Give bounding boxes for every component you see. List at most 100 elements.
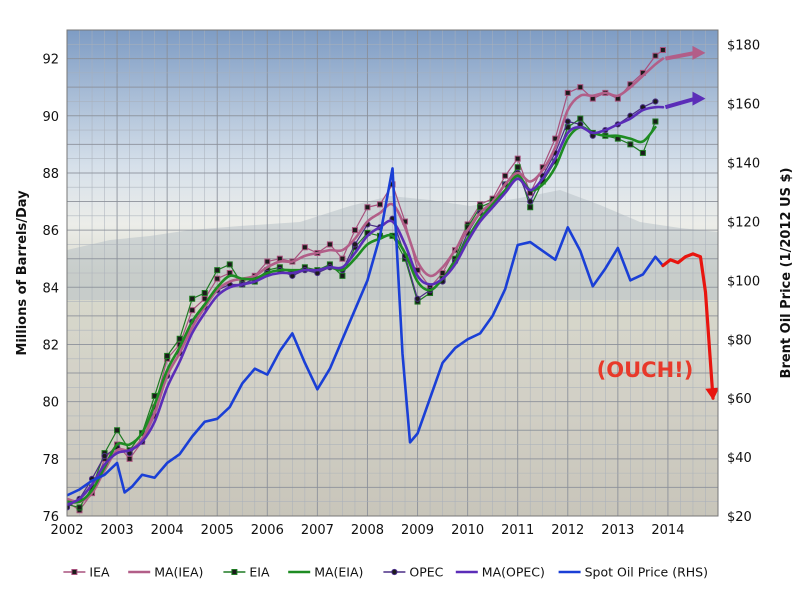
x-tick-label: 2012: [551, 523, 584, 538]
series-extension: [661, 252, 718, 401]
y2-tick-label: $120: [727, 215, 760, 230]
plot-frame: [66, 29, 719, 517]
data-point: [527, 204, 534, 211]
forecast-arrows: [664, 45, 706, 110]
x-tick-label: 2011: [501, 523, 534, 538]
legend-label: MA(IEA): [154, 565, 203, 580]
legend-label: EIA: [249, 565, 270, 580]
y2-tick-label: $60: [727, 392, 752, 407]
y2-tick-label: $100: [727, 274, 760, 289]
series-line-ma-eia: [67, 125, 657, 504]
y-tick-label: 78: [42, 453, 59, 468]
data-point: [439, 270, 446, 276]
data-point: [264, 258, 271, 265]
data-point: [564, 89, 571, 96]
legend-item-spot-oil-price-rhs: Spot Oil Price (RHS): [558, 565, 708, 580]
data-point: [101, 452, 108, 460]
series-line-extension: [661, 252, 715, 400]
y-axis-ticks: 76 78 80 82 84 86 88 90 92: [42, 53, 59, 525]
data-point: [126, 455, 133, 462]
data-point: [339, 272, 346, 279]
forecast-arrow: [664, 91, 706, 110]
legend-label: MA(OPEC): [482, 565, 545, 580]
forecast-arrow-shaft: [665, 50, 696, 61]
data-point: [514, 155, 521, 162]
legend-item-ma-opec: MA(OPEC): [455, 565, 545, 580]
series-ma-opec: [67, 105, 665, 506]
forecast-arrow-head: [692, 91, 706, 106]
y-tick-label: 88: [42, 167, 59, 182]
legend-label: MA(EIA): [314, 565, 363, 580]
x-tick-label: 2005: [201, 523, 234, 538]
x-tick-label: 2010: [451, 523, 484, 538]
data-point: [189, 295, 196, 302]
data-point: [214, 267, 221, 274]
x-tick-label: 2009: [401, 523, 434, 538]
forecast-arrow: [665, 45, 706, 61]
data-point: [351, 241, 359, 248]
y2-tick-label: $40: [727, 451, 752, 466]
y2-tick-label: $20: [727, 510, 752, 525]
data-point: [527, 198, 534, 205]
data-point: [659, 47, 666, 54]
data-point: [176, 335, 183, 342]
y-tick-label: 84: [42, 281, 59, 296]
data-point: [226, 261, 233, 268]
data-point: [577, 84, 584, 91]
y2-tick-label: $180: [727, 39, 760, 54]
data-point: [351, 227, 358, 234]
legend-item-ma-iea: MA(IEA): [128, 565, 203, 580]
legend-swatch-marker: [71, 569, 78, 575]
forecast-arrow-head: [692, 45, 706, 60]
data-point: [652, 118, 659, 125]
series-spot-oil-price-rhs: [67, 167, 665, 497]
legend: IEA MA(IEA) EIA MA(EIA) OPEC MA(OPEC) Spot Oil…: [63, 565, 708, 580]
data-point: [577, 115, 584, 122]
data-point: [189, 307, 196, 314]
data-point: [164, 352, 171, 359]
data-point: [364, 204, 371, 211]
data-point: [76, 504, 83, 511]
x-tick-label: 2014: [651, 523, 684, 538]
x-tick-label: 2013: [601, 523, 634, 538]
extension-arrowhead: [705, 387, 718, 401]
x-tick-label: 2008: [351, 523, 384, 538]
data-point: [301, 244, 308, 251]
y-tick-label: 86: [42, 224, 59, 239]
data-point: [414, 295, 421, 302]
y2-tick-label: $140: [727, 157, 760, 172]
legend-label: Spot Oil Price (RHS): [585, 565, 708, 580]
x-axis-ticks: 2002 2003 2004 2005 2006 2007 2008 2009 2010 2011…: [50, 523, 684, 538]
series-ma-iea: [67, 57, 665, 504]
legend-item-ma-eia: MA(EIA): [288, 565, 363, 580]
x-tick-label: 2003: [101, 523, 134, 538]
series-ma-eia: [67, 125, 657, 504]
y-tick-label: 90: [42, 110, 59, 125]
y-axis-title: Millions of Barrels/Day: [15, 190, 30, 356]
series-line-ma-iea: [67, 57, 665, 504]
data-point: [339, 255, 346, 262]
data-point: [502, 172, 509, 179]
x-tick-label: 2006: [251, 523, 284, 538]
series-line-spot-oil-price-rhs: [67, 167, 665, 497]
y2-tick-label: $160: [727, 98, 760, 113]
legend-item-iea: IEA: [63, 565, 110, 580]
y-tick-label: 76: [42, 510, 59, 525]
data-point: [214, 275, 221, 282]
data-point: [652, 98, 659, 105]
legend-swatch-marker: [391, 568, 398, 576]
data-point: [477, 204, 484, 211]
y-tick-label: 92: [42, 53, 59, 68]
legend-item-eia: EIA: [223, 565, 270, 580]
x-tick-label: 2004: [151, 523, 184, 538]
data-point: [627, 141, 634, 148]
data-point: [376, 201, 383, 208]
x-tick-label: 2007: [301, 523, 334, 538]
x-tick-label: 2002: [50, 523, 83, 538]
y-tick-label: 82: [42, 338, 59, 353]
data-point: [326, 241, 333, 248]
legend-label: OPEC: [409, 565, 443, 580]
data-point: [639, 149, 646, 156]
y2-axis-title: Brent Oil Price (1/2012 US $): [779, 168, 794, 379]
